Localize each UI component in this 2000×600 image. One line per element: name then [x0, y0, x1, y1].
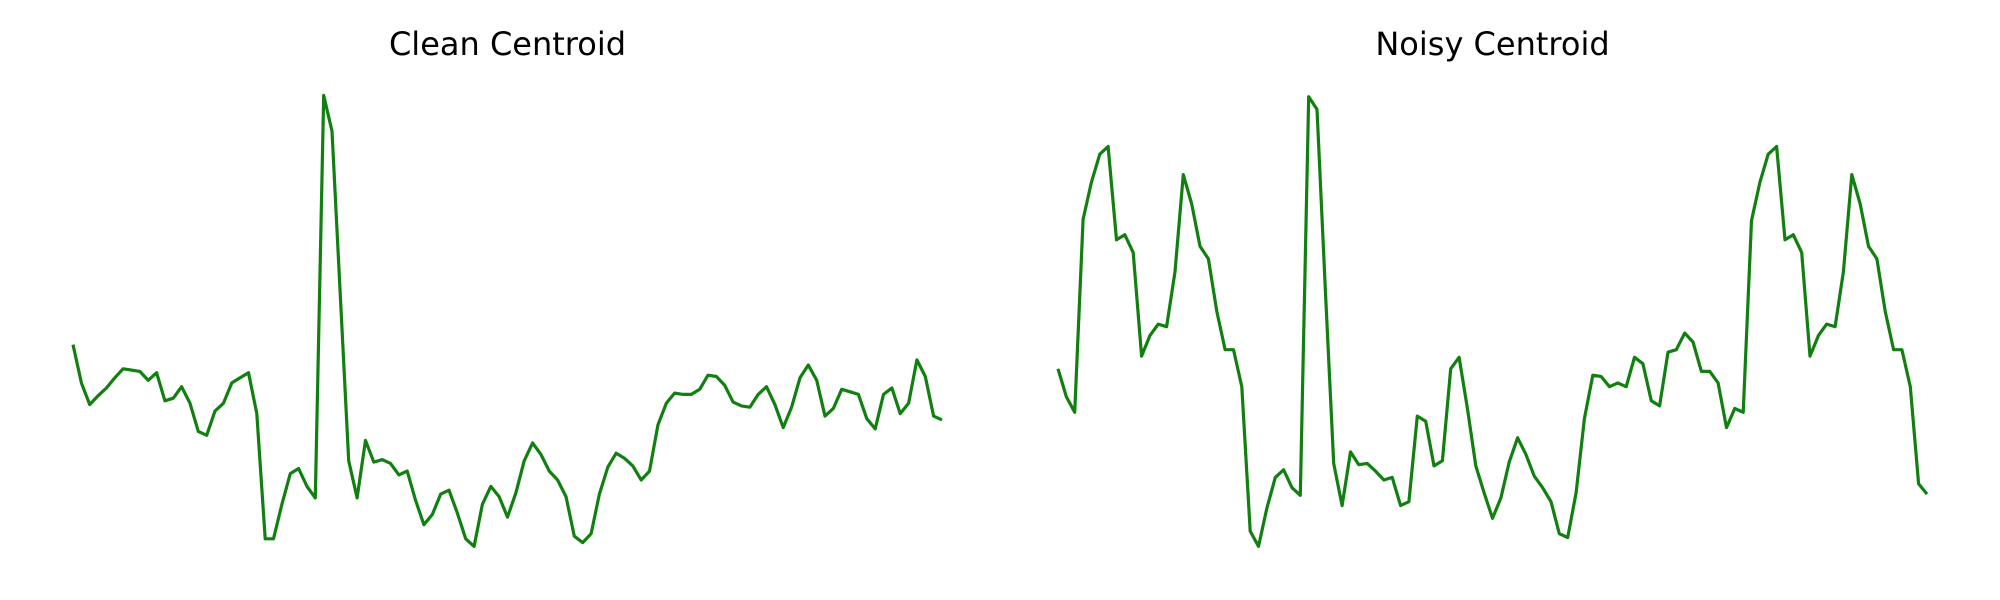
chart-title: Clean Centroid	[389, 25, 626, 63]
line-series	[1056, 95, 1929, 548]
line-series	[71, 93, 943, 548]
chart-title: Noisy Centroid	[1375, 25, 1609, 63]
